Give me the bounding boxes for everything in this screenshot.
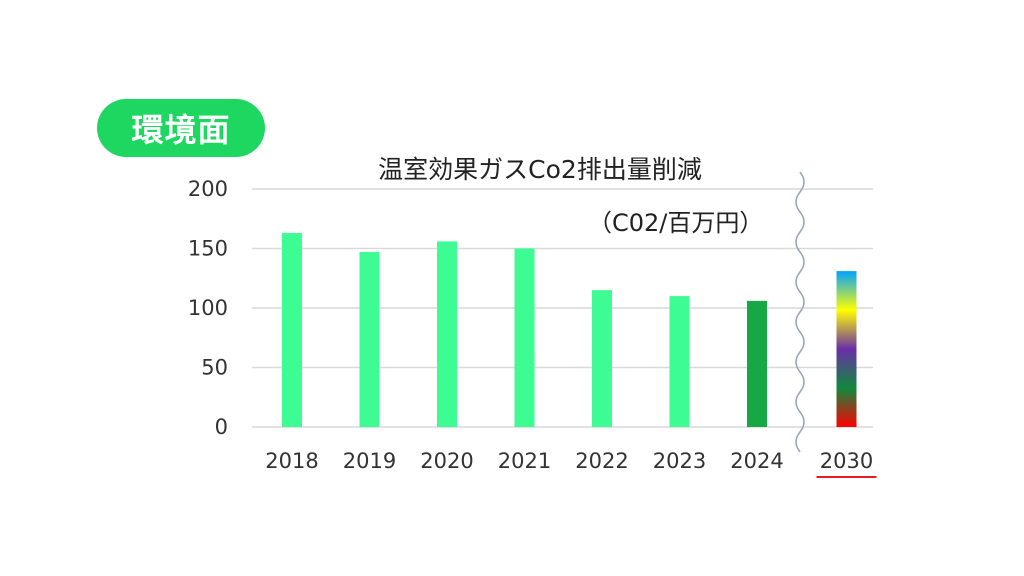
chart-unit-label: （C02/百万円） — [588, 209, 764, 237]
bar-2024 — [747, 300, 767, 427]
y-tick-label: 0 — [215, 415, 228, 439]
y-tick-label: 100 — [188, 296, 228, 320]
x-tick-label: 2030 — [820, 449, 873, 473]
x-tick-label: 2020 — [420, 449, 473, 473]
environment-badge: 環境面 — [97, 99, 265, 157]
bar-2023 — [669, 296, 690, 427]
axis-break-line — [795, 171, 805, 453]
bar-2018 — [282, 233, 302, 427]
x-tick-label: 2023 — [653, 449, 706, 473]
bar-2020 — [437, 241, 457, 427]
chart-title: 温室効果ガスCo2排出量削減 — [378, 155, 702, 184]
x-tick-label: 2021 — [498, 449, 551, 473]
x-tick-label: 2018 — [265, 449, 318, 473]
bar-2022 — [592, 290, 612, 427]
x-tick-label: 2022 — [575, 449, 628, 473]
bar-2021 — [514, 248, 535, 427]
y-tick-label: 200 — [188, 177, 228, 201]
x-tick-label: 2019 — [343, 449, 396, 473]
x-tick-label: 2024 — [730, 449, 783, 473]
bar-2019 — [359, 252, 380, 427]
bar-2030 — [836, 271, 857, 427]
y-tick-label: 150 — [188, 237, 228, 261]
y-tick-label: 50 — [201, 356, 228, 380]
